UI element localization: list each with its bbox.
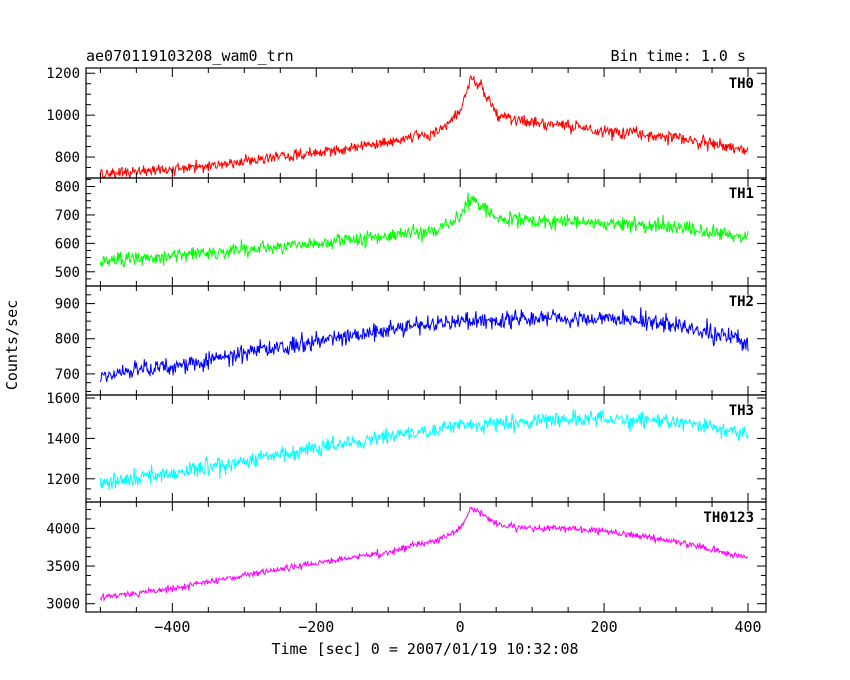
y-tick-label: 800: [55, 332, 80, 348]
x-tick-label: 0: [456, 618, 465, 636]
y-tick-label: 800: [55, 180, 80, 196]
y-tick-label: 600: [55, 236, 80, 252]
bin-time-label: Bin time: 1.0 s: [611, 47, 746, 65]
series-line-th0123: [99, 506, 749, 602]
y-tick-label: 700: [55, 208, 80, 224]
series-line-th1: [99, 192, 749, 268]
y-tick-label: 3500: [46, 559, 80, 575]
x-axis-label: Time [sec] 0 = 2007/01/19 10:32:08: [271, 640, 578, 658]
y-tick-label: 800: [55, 150, 80, 166]
panel-frame: [85, 394, 767, 503]
series-line-th2: [99, 307, 749, 383]
y-tick-label: 1600: [46, 391, 80, 407]
y-tick-label: 3000: [46, 597, 80, 613]
panel-label-th0123: TH0123: [703, 510, 754, 526]
panel-th0: 800 1000 1200 TH0: [46, 66, 767, 179]
panel-th3: 1200 1400 1600 TH3: [46, 391, 767, 503]
panel-th0123: 3000 3500 4000 TH0123: [46, 501, 767, 613]
x-tick-label: 200: [591, 618, 618, 636]
y-tick-label: 1400: [46, 431, 80, 447]
chart-title: ae070119103208_wam0_trn: [86, 47, 294, 65]
y-axis-label: Counts/sec: [3, 300, 21, 390]
panel-label-th0: TH0: [729, 76, 754, 92]
panels-group: 800 1000 1200 TH0 500 600 700 800 TH1 700 800 900 TH…: [46, 66, 767, 613]
panel-th2: 700 800 900 TH2: [55, 285, 767, 396]
series-line-th3: [99, 409, 749, 491]
y-tick-label: 700: [55, 367, 80, 383]
panel-frame: [85, 501, 767, 613]
panel-frame: [85, 67, 767, 179]
panel-label-th2: TH2: [729, 294, 754, 310]
y-tick-label: 1200: [46, 472, 80, 488]
panel-frame: [85, 285, 767, 396]
x-tick-label: 400: [734, 618, 761, 636]
y-tick-label: 1200: [46, 66, 80, 82]
y-tick-label: 1000: [46, 108, 80, 124]
x-tick-label: −200: [298, 618, 334, 636]
x-axis: −400 −200 0 200 400: [154, 618, 761, 636]
y-tick-label: 900: [55, 297, 80, 313]
panel-label-th1: TH1: [729, 186, 754, 202]
y-tick-label: 4000: [46, 521, 80, 537]
series-line-th0: [99, 75, 749, 178]
y-tick-label: 500: [55, 265, 80, 281]
panel-th1: 500 600 700 800 TH1: [55, 177, 767, 287]
panel-label-th3: TH3: [729, 403, 754, 419]
x-tick-label: −400: [154, 618, 190, 636]
